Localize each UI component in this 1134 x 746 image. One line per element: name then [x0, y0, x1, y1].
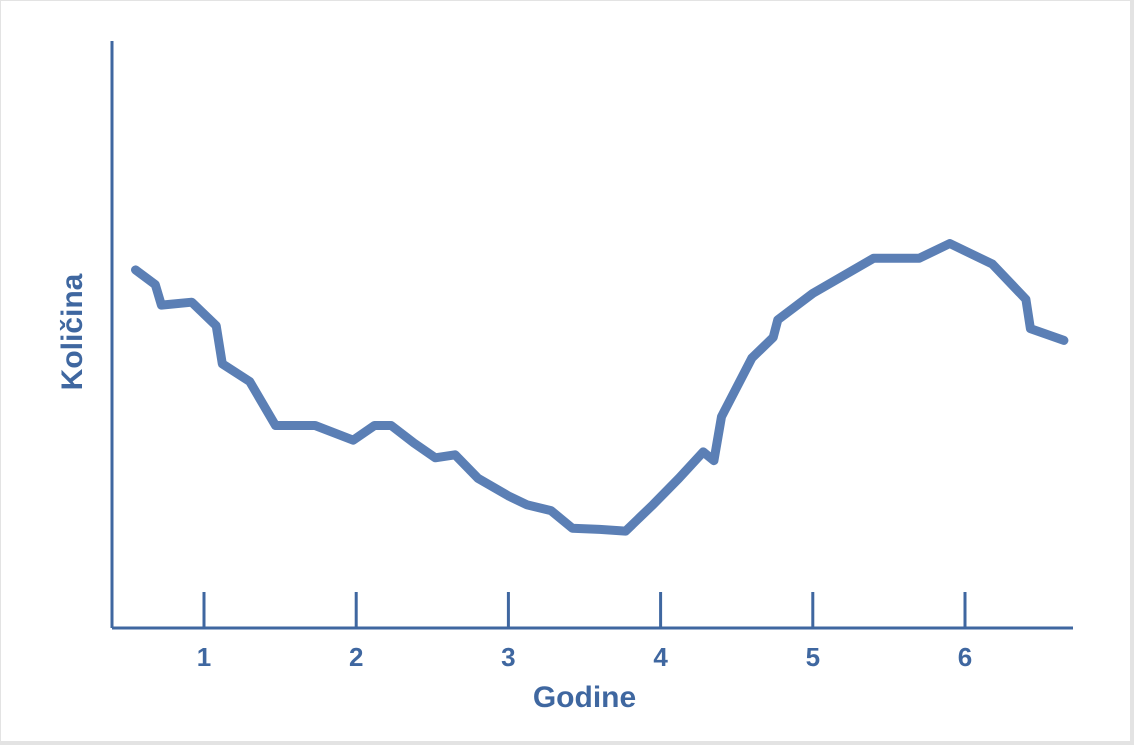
x-tick-label: 2: [349, 642, 363, 672]
x-axis-title: Godine: [533, 681, 636, 714]
x-axis-ticks: [202, 592, 967, 628]
x-tick-label: 4: [653, 642, 668, 672]
series-layer: [131, 239, 1069, 536]
x-tick-label: 3: [501, 642, 515, 672]
x-tick-label: 1: [197, 642, 211, 672]
x-axis-tick-labels: 1 2 3 4 5 6: [197, 642, 972, 672]
x-tick-label: 5: [806, 642, 820, 672]
series-line: [131, 239, 1069, 536]
x-tick-label: 6: [958, 642, 972, 672]
y-axis-title: Količina: [56, 273, 89, 390]
